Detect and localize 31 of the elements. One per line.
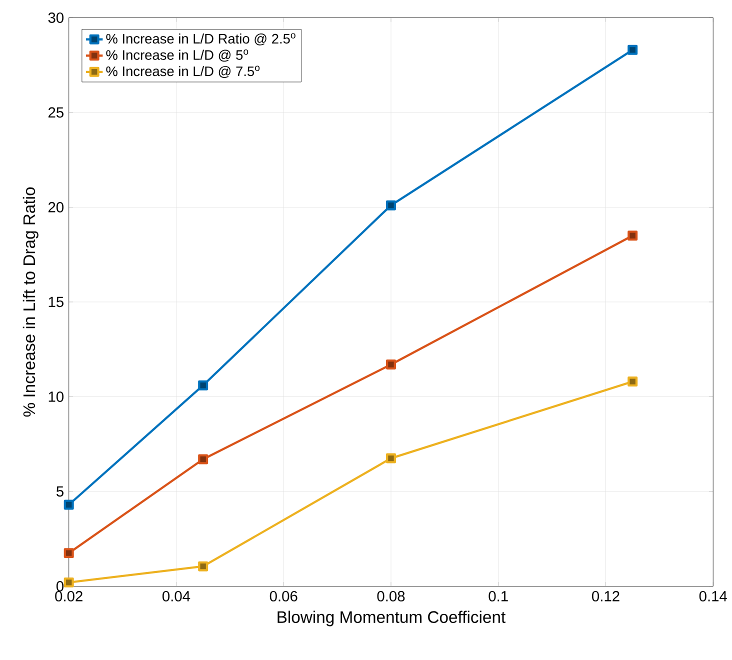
point xyxy=(64,500,74,510)
point xyxy=(64,548,74,558)
y-tick-label: 10 xyxy=(48,392,64,402)
y-tick-label: 5 xyxy=(56,486,64,497)
point xyxy=(628,44,638,55)
y-tick-label: 30 xyxy=(48,12,64,23)
point xyxy=(386,453,396,464)
point xyxy=(64,577,74,588)
x-tick-label: 0.12 xyxy=(592,590,620,602)
y-tick-label: 0 xyxy=(56,581,64,592)
x-tick-label: 0.14 xyxy=(699,590,727,602)
y-tick-label: 15 xyxy=(48,296,64,308)
x-axis-title: Blowing Momentum Coefficient xyxy=(278,610,506,626)
point xyxy=(628,230,638,241)
point xyxy=(386,360,396,370)
x-tick-label: 0.04 xyxy=(162,590,190,602)
x-tick-label: 0.06 xyxy=(270,590,298,602)
x-tick-label: 0.1 xyxy=(488,590,508,602)
legend-label: % Increase in L/D Ratio @ 2.5$^{o}$ xyxy=(106,33,296,46)
point xyxy=(386,200,396,210)
legend-label: % Increase in L/D @ 7.5$^{o}$ xyxy=(106,66,260,78)
y-tick-label: 20 xyxy=(48,202,64,212)
point xyxy=(198,454,208,464)
legend-label: % Increase in L/D @ 5$^{o}$ xyxy=(106,49,248,62)
point xyxy=(628,376,638,387)
y-axis-title: % Increase in Lift to Drag Ratio xyxy=(22,187,38,417)
point xyxy=(198,561,208,572)
x-tick-label: 0.02 xyxy=(55,590,82,602)
x-tick-label: 0.08 xyxy=(377,590,405,602)
y-tick-label: 25 xyxy=(48,107,64,118)
point xyxy=(198,380,208,390)
